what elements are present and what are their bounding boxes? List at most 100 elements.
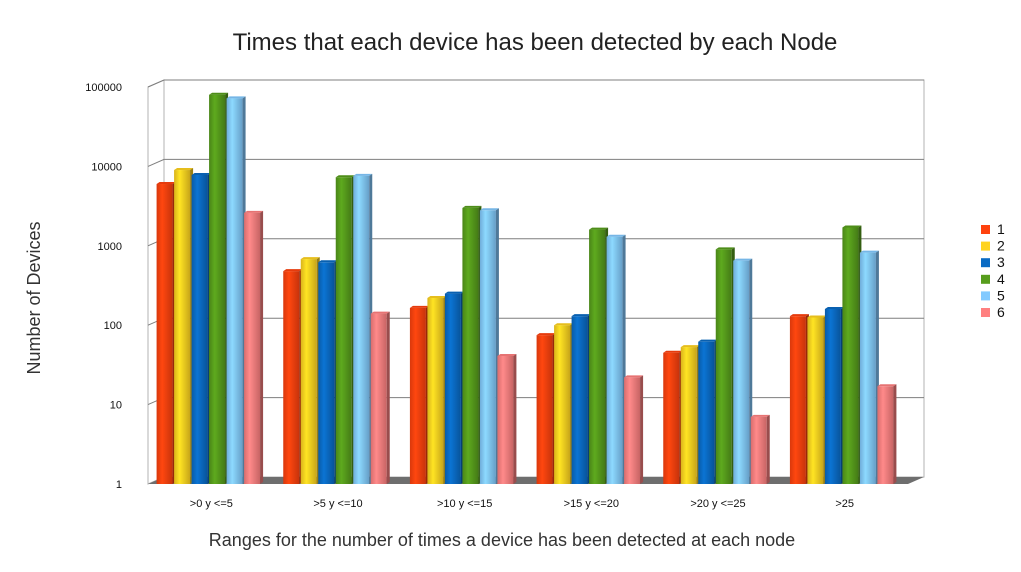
bar-front <box>807 317 824 484</box>
bar-front <box>370 313 387 484</box>
bar-front <box>733 260 750 484</box>
bar-front <box>859 252 876 484</box>
bar-front <box>715 249 732 484</box>
bar-top <box>335 175 355 178</box>
grid-line <box>147 79 924 88</box>
bar-top <box>807 315 827 318</box>
bar <box>698 339 718 484</box>
bar-front <box>409 307 426 484</box>
x-axis-label: Ranges for the number of times a device … <box>209 530 795 550</box>
bar <box>842 225 862 484</box>
bar-top <box>680 345 700 348</box>
bar <box>353 173 373 484</box>
bar-top <box>842 225 862 228</box>
bar-front <box>680 347 697 484</box>
x-tick-label: >5 y <=10 <box>313 498 362 510</box>
x-tick-labels: >0 y <=5 >5 y <=10 >10 y <=15 >15 y <=20 >20… <box>190 498 854 510</box>
bar <box>750 414 770 484</box>
y-tick-label: 100000 <box>85 82 122 94</box>
bar-top <box>409 305 429 308</box>
bar <box>335 175 355 484</box>
bar-top <box>209 92 229 95</box>
bar-top <box>663 350 683 353</box>
bars <box>156 92 897 485</box>
bar-top <box>353 173 373 176</box>
bar-front <box>479 210 496 484</box>
bar <box>589 227 609 484</box>
bar-top <box>244 210 264 213</box>
bar <box>877 384 897 484</box>
bar-top <box>318 260 338 263</box>
x-tick-label: >10 y <=15 <box>437 498 492 510</box>
bar <box>283 269 303 484</box>
bar <box>174 168 194 484</box>
legend-swatch <box>981 308 990 317</box>
y-tick-label: 1000 <box>98 241 122 253</box>
y-tick-label: 1 <box>116 479 122 491</box>
bar-front <box>589 229 606 484</box>
legend-item: 5 <box>981 287 1005 303</box>
bar-front <box>536 335 553 484</box>
bar <box>427 296 447 484</box>
y-axis-label: Number of Devices <box>24 221 44 374</box>
bar-side <box>386 311 390 484</box>
bar-top <box>283 269 303 272</box>
bar-front <box>283 271 300 484</box>
bar-top <box>497 353 517 356</box>
bar <box>209 92 229 485</box>
bar-front <box>497 355 514 484</box>
bar-top <box>859 250 879 253</box>
bar-top <box>300 257 320 260</box>
bar <box>191 172 211 484</box>
bar-top <box>589 227 609 230</box>
legend-label: 1 <box>997 221 1005 237</box>
bar-top <box>370 311 390 314</box>
bar <box>244 210 264 484</box>
legend-swatch <box>981 291 990 301</box>
bar-front <box>663 352 680 484</box>
bar <box>156 182 176 485</box>
bar-front <box>606 236 623 484</box>
bar-top <box>479 208 499 211</box>
bar <box>554 323 574 484</box>
legend-item: 2 <box>981 238 1005 254</box>
bar-top <box>624 375 644 378</box>
legend-item: 4 <box>981 271 1005 287</box>
bar-front <box>244 212 261 484</box>
bar <box>462 205 482 484</box>
bar-top <box>191 172 211 175</box>
legend-item: 3 <box>981 254 1005 270</box>
bar-side <box>260 210 264 484</box>
legend-swatch <box>981 241 990 251</box>
y-tick-label: 10 <box>110 400 122 412</box>
legend-item: 1 <box>981 221 1005 237</box>
bar-front <box>444 293 461 484</box>
bar-side <box>513 353 517 484</box>
bar <box>824 306 844 484</box>
bar <box>733 258 753 484</box>
x-tick-label: >25 <box>835 498 854 510</box>
bar <box>807 315 827 484</box>
bar <box>444 291 464 484</box>
bar-top <box>462 205 482 208</box>
bar-front <box>156 184 173 485</box>
bar-front <box>789 316 806 484</box>
bar <box>479 208 499 484</box>
bar-front <box>226 98 243 485</box>
legend-label: 4 <box>997 271 1005 287</box>
legend-label: 3 <box>997 254 1005 270</box>
bar-front <box>750 416 767 484</box>
bar-top <box>554 323 574 326</box>
bar-front <box>427 298 444 484</box>
bar-top <box>698 339 718 342</box>
legend-swatch <box>981 225 990 234</box>
bar <box>497 353 517 484</box>
bar <box>624 375 644 484</box>
bar-side <box>640 375 644 484</box>
bar-front <box>353 175 370 484</box>
bar-top <box>156 182 176 185</box>
bar-front <box>698 341 715 484</box>
legend-swatch <box>981 258 990 268</box>
legend-label: 5 <box>997 287 1005 303</box>
